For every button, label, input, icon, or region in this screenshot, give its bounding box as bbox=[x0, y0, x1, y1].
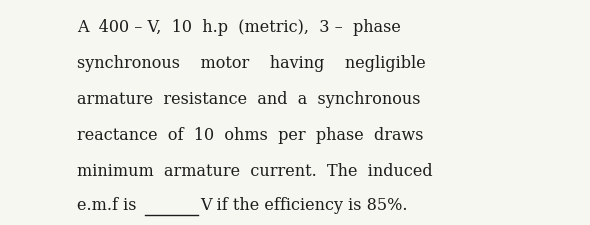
Text: synchronous    motor    having    negligible: synchronous motor having negligible bbox=[77, 54, 425, 72]
Text: minimum  armature  current.  The  induced: minimum armature current. The induced bbox=[77, 162, 432, 180]
Text: reactance  of  10  ohms  per  phase  draws: reactance of 10 ohms per phase draws bbox=[77, 126, 423, 144]
Text: armature  resistance  and  a  synchronous: armature resistance and a synchronous bbox=[77, 90, 420, 108]
Text: e.m.f is: e.m.f is bbox=[77, 196, 136, 213]
Text: A  400 – V,  10  h.p  (metric),  3 –  phase: A 400 – V, 10 h.p (metric), 3 – phase bbox=[77, 18, 401, 36]
Text: V if the efficiency is 85%.: V if the efficiency is 85%. bbox=[201, 196, 408, 213]
